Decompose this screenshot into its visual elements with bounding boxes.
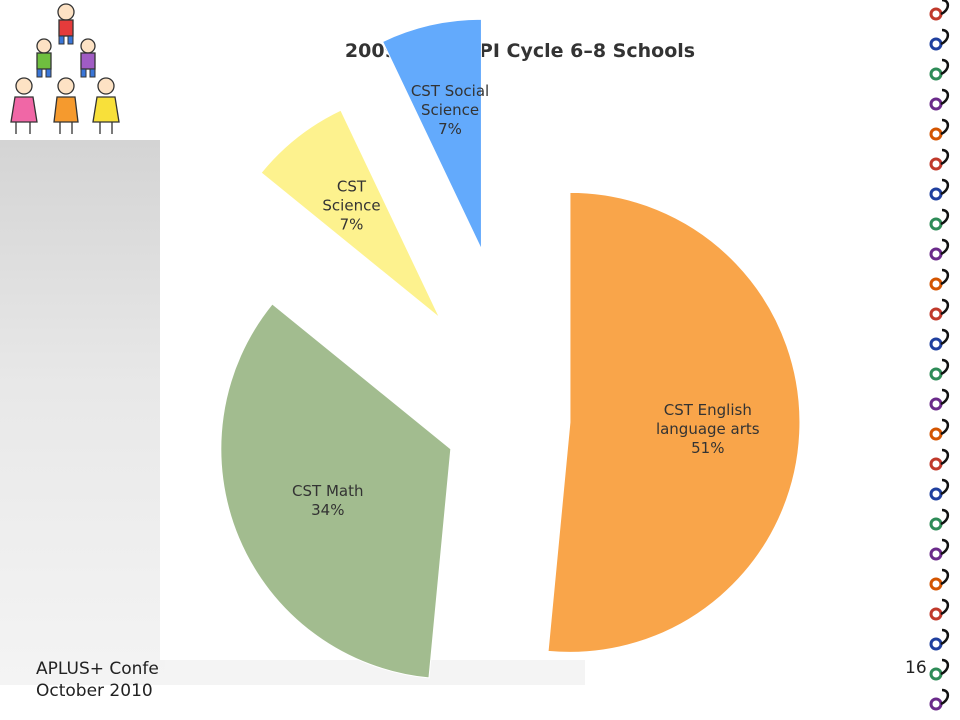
footer-conference: APLUS+ Confe October 2010 xyxy=(36,658,159,702)
swirl-ornament xyxy=(929,448,950,471)
pie-slice-2 xyxy=(260,109,441,319)
swirl-ornament xyxy=(929,298,950,321)
page-number: 16 xyxy=(905,658,927,678)
swirl-ornament xyxy=(929,598,950,621)
swirl-ornament xyxy=(929,658,950,681)
slice-label-2-2: 7% xyxy=(340,216,364,234)
pie-slice-3 xyxy=(381,18,482,250)
swirl-ornament xyxy=(929,238,950,261)
kids-pyramid-clipart xyxy=(10,3,120,134)
swirl-ornament xyxy=(929,88,950,111)
swirl-ornament xyxy=(929,118,950,141)
slice-label-3-0: CST Social xyxy=(411,82,489,100)
swirl-ornament xyxy=(929,418,950,441)
swirl-ornament xyxy=(929,478,950,501)
swirl-ornament xyxy=(929,628,950,651)
slice-label-1-1: 34% xyxy=(311,501,344,519)
swirl-ornament xyxy=(929,568,950,591)
slice-label-0-0: CST English xyxy=(664,401,752,419)
slice-label-2-1: Science xyxy=(322,197,380,215)
swirl-ornament xyxy=(929,28,950,51)
swirl-ornament xyxy=(929,208,950,231)
slide-background xyxy=(0,140,165,685)
swirl-ornament xyxy=(929,688,950,711)
swirl-ornament xyxy=(929,178,950,201)
slice-label-3-2: 7% xyxy=(438,120,462,138)
swirl-ornament xyxy=(929,358,950,381)
swirl-ornament xyxy=(929,388,950,411)
slice-label-1-0: CST Math xyxy=(292,482,363,500)
decorative-swirl-border xyxy=(929,0,950,711)
slice-label-2-0: CST xyxy=(337,178,367,196)
swirl-ornament xyxy=(929,0,950,21)
swirl-ornament xyxy=(929,268,950,291)
slice-label-0-1: language arts xyxy=(656,420,760,438)
swirl-ornament xyxy=(929,538,950,561)
footer-line-1: APLUS+ Confe xyxy=(36,659,159,679)
swirl-ornament xyxy=(929,148,950,171)
pie-slice-1 xyxy=(220,303,452,679)
footer-line-2: October 2010 xyxy=(36,681,153,701)
slice-label-3-1: Science xyxy=(421,101,479,119)
swirl-ornament xyxy=(929,58,950,81)
swirl-ornament xyxy=(929,328,950,351)
slice-label-0-2: 51% xyxy=(691,439,724,457)
pie-slice-0 xyxy=(547,191,801,653)
swirl-ornament xyxy=(929,508,950,531)
